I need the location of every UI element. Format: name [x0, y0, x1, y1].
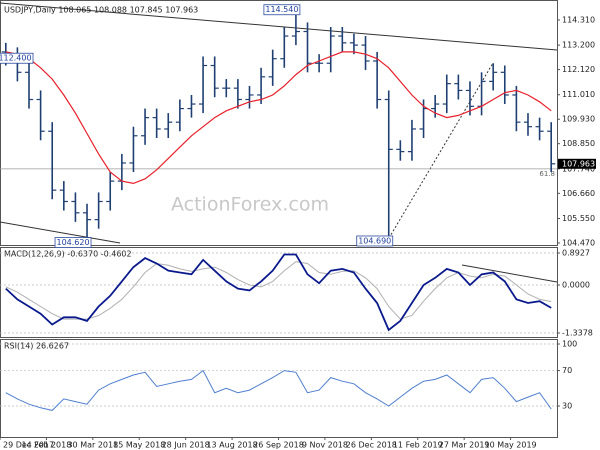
retracement-line — [388, 62, 494, 239]
y-tick-label: 0.0000 — [562, 281, 590, 290]
moving-average — [5, 51, 552, 185]
x-tick-label: 29 Dec 2017 — [3, 441, 54, 450]
y-tick-label: 114.310 — [562, 15, 595, 24]
y-tick-label: 109.930 — [562, 115, 595, 124]
y-tick-label: 107.740 — [562, 164, 595, 173]
x-tick-label: 26 Sep 2018 — [253, 441, 304, 450]
x-tick-label: 11 Feb 2019 — [393, 441, 443, 450]
y-tick-label: 112.120 — [562, 65, 595, 74]
x-tick-label: 15 May 2018 — [113, 441, 165, 450]
macd-panel — [0, 247, 558, 338]
y-tick-label: 0.8927 — [562, 248, 590, 257]
level-label: 61.8 — [539, 170, 555, 178]
y-tick-label: 100 — [562, 339, 577, 348]
y-tick-label: -1.3378 — [562, 329, 593, 338]
y-tick-label: 106.660 — [562, 189, 595, 198]
y-tick-label: 105.550 — [562, 214, 595, 223]
y-tick-label: 111.010 — [562, 90, 595, 99]
annotation-label: 114.540 — [265, 5, 298, 14]
chart-title: RSI(14) 26.6267 — [4, 342, 69, 351]
y-tick-label: 108.850 — [562, 139, 595, 148]
y-tick-label: 30 — [562, 401, 572, 410]
price-panel — [0, 0, 558, 246]
x-tick-label: 14 Feb 2018 — [22, 441, 72, 450]
last-price-label: 107.963 — [562, 159, 595, 168]
chart-title: USDJPY,Daily 108.065 108.088 107.845 107… — [4, 6, 198, 15]
x-tick-label: 26 Dec 2018 — [346, 441, 397, 450]
x-tick-label: 27 Mar 2019 — [439, 441, 490, 450]
last-price-box — [558, 158, 596, 169]
y-tick-label: 104.470 — [562, 238, 595, 247]
chart-title: MACD(12,26,9) -0.6370 -0.4602 — [4, 250, 132, 259]
macd-trendline — [461, 264, 558, 283]
series-line — [5, 261, 552, 320]
series-line — [5, 369, 552, 411]
annotation-label: 104.620 — [56, 238, 89, 247]
y-tick-label: 113.200 — [562, 41, 595, 50]
support-trendline — [0, 221, 121, 244]
annotation-box — [356, 235, 394, 247]
x-tick-label: 9 Nov 2018 — [302, 441, 348, 450]
y-tick-label: 70 — [562, 366, 572, 375]
watermark: ActionForex.com — [171, 194, 329, 216]
x-tick-label: 28 Jun 2018 — [162, 441, 210, 450]
annotation-label: 112.400 — [0, 54, 32, 63]
resistance-trendline — [0, 2, 558, 51]
series-line — [5, 253, 552, 332]
annotation-box — [54, 237, 92, 248]
annotation-box — [0, 52, 34, 64]
x-tick-label: 13 Aug 2018 — [206, 441, 257, 450]
x-tick-label: 30 Mar 2018 — [67, 441, 118, 450]
annotation-box — [263, 4, 301, 16]
annotation-label: 104.690 — [358, 236, 391, 245]
x-tick-label: 10 May 2019 — [484, 441, 536, 450]
